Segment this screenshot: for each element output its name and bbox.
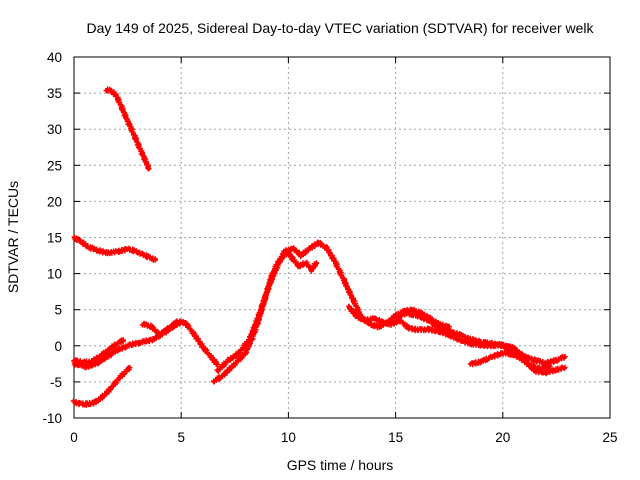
y-tick-label: -5: [50, 375, 62, 390]
chart-title: Day 149 of 2025, Sidereal Day-to-day VTE…: [86, 20, 594, 36]
y-tick-label: -10: [42, 411, 62, 426]
series-markers: [71, 234, 159, 263]
x-tick-label: 20: [495, 430, 510, 445]
y-tick-label: 10: [47, 267, 62, 282]
y-tick-label: 15: [47, 231, 62, 246]
y-axis-label: SDTVAR / TECUs: [5, 181, 21, 293]
series-arc-high: [103, 86, 152, 172]
x-tick-label: 15: [388, 430, 403, 445]
x-tick-label: 10: [281, 430, 296, 445]
series-arc-main-b: [214, 239, 452, 374]
y-tick-label: 25: [47, 158, 62, 173]
series-markers: [71, 337, 126, 366]
series-markers: [504, 346, 553, 373]
data-series: [70, 86, 568, 408]
x-axis-label: GPS time / hours: [287, 457, 394, 473]
y-tick-label: 0: [54, 339, 62, 354]
series-markers: [139, 318, 221, 368]
y-tick-label: 35: [47, 86, 62, 101]
axis-ticks: 0 5 10 15 20 25 -10 -5 0 5 10 15 20 25 30 35 40: [42, 50, 617, 445]
series-arc-early-b: [71, 337, 126, 366]
series-markers: [70, 364, 133, 408]
series-markers: [103, 86, 152, 172]
series-arc-early-c: [139, 318, 221, 368]
x-tick-label: 0: [70, 430, 78, 445]
y-tick-label: 5: [54, 303, 62, 318]
x-tick-label: 5: [177, 430, 185, 445]
grid-lines: [74, 57, 610, 418]
y-tick-label: 20: [47, 194, 62, 209]
y-tick-label: 40: [47, 50, 62, 65]
series-arc-15: [71, 234, 159, 263]
series-arc-main-d: [393, 310, 514, 351]
series-arc-low: [70, 364, 133, 408]
series-markers: [393, 310, 514, 351]
x-tick-label: 25: [602, 430, 617, 445]
series-markers: [214, 239, 452, 374]
y-tick-label: 30: [47, 122, 62, 137]
series-arc-late-c: [504, 346, 553, 373]
